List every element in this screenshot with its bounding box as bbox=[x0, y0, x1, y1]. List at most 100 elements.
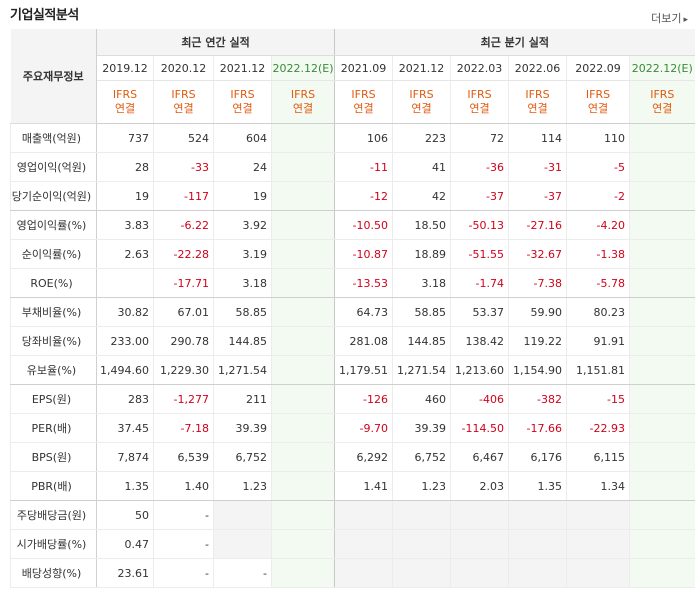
table-cell bbox=[334, 529, 393, 559]
table-cell: -382 bbox=[508, 384, 567, 414]
table-cell bbox=[629, 384, 695, 414]
period-header: 2021.09 bbox=[334, 55, 393, 81]
table-cell: 144.85 bbox=[392, 326, 451, 356]
row-label: BPS(원) bbox=[10, 442, 97, 472]
table-cell: 1,213.60 bbox=[450, 355, 509, 385]
table-cell: -22.93 bbox=[566, 413, 630, 443]
standard-header: IFRS 연결 bbox=[508, 80, 567, 124]
table-cell: 2.03 bbox=[450, 471, 509, 501]
table-cell: 19 bbox=[213, 181, 272, 211]
period-header: 2021.12 bbox=[392, 55, 451, 81]
table-cell: 1,179.51 bbox=[334, 355, 393, 385]
table-cell: -6.22 bbox=[153, 210, 214, 240]
table-cell bbox=[213, 529, 272, 559]
table-cell: 6,752 bbox=[213, 442, 272, 472]
table-cell: 41 bbox=[392, 152, 451, 182]
chevron-right-icon: ▸ bbox=[683, 15, 688, 25]
period-header: 2022.03 bbox=[450, 55, 509, 81]
table-cell bbox=[270, 152, 335, 182]
table-cell: -10.50 bbox=[334, 210, 393, 240]
table-cell bbox=[270, 297, 335, 327]
table-cell bbox=[270, 326, 335, 356]
table-cell: -36 bbox=[450, 152, 509, 182]
more-label: 더보기 bbox=[651, 12, 682, 25]
table-cell: 1.23 bbox=[213, 471, 272, 501]
table-cell: -32.67 bbox=[508, 239, 567, 269]
row-label: ROE(%) bbox=[10, 268, 97, 298]
table-cell bbox=[392, 500, 451, 530]
table-cell bbox=[508, 529, 567, 559]
standard-consolidated: 연결 bbox=[527, 102, 548, 115]
table-cell: 28 bbox=[96, 152, 154, 182]
more-link[interactable]: 더보기 ▸ bbox=[651, 10, 688, 26]
table-cell: 58.85 bbox=[392, 297, 451, 327]
table-cell bbox=[629, 239, 695, 269]
table-row: PER(배) 37.45 -7.18 39.39 -9.70 39.39 -114.50 -1… bbox=[10, 413, 695, 443]
table-cell: 3.19 bbox=[213, 239, 272, 269]
table-cell: -1,277 bbox=[153, 384, 214, 414]
table-row: 순이익률(%) 2.63 -22.28 3.19 -10.87 18.89 -51.55 -3… bbox=[10, 239, 695, 269]
row-label: 주당배당금(원) bbox=[10, 500, 97, 530]
table-cell bbox=[392, 558, 451, 588]
table-cell bbox=[629, 442, 695, 472]
table-cell bbox=[270, 413, 335, 443]
table-cell bbox=[629, 152, 695, 182]
table-cell: -27.16 bbox=[508, 210, 567, 240]
table-cell bbox=[334, 500, 393, 530]
table-cell: -7.38 bbox=[508, 268, 567, 298]
row-label: PER(배) bbox=[10, 413, 97, 443]
standard-ifrs: IFRS bbox=[467, 88, 492, 101]
table-cell: 233.00 bbox=[96, 326, 154, 356]
table-cell: -406 bbox=[450, 384, 509, 414]
row-label: EPS(원) bbox=[10, 384, 97, 414]
standard-ifrs: IFRS bbox=[525, 88, 550, 101]
table-cell bbox=[334, 558, 393, 588]
standard-consolidated: 연결 bbox=[232, 102, 253, 115]
table-cell: 1.23 bbox=[392, 471, 451, 501]
table-row: 영업이익률(%) 3.83 -6.22 3.92 -10.50 18.50 -50.13 -2… bbox=[10, 210, 695, 240]
row-label: 영업이익률(%) bbox=[10, 210, 97, 240]
table-cell bbox=[629, 529, 695, 559]
table-cell: - bbox=[153, 529, 214, 559]
standard-ifrs: IFRS bbox=[290, 88, 316, 101]
table-cell: -37 bbox=[450, 181, 509, 211]
table-cell: -117 bbox=[153, 181, 214, 211]
table-cell: 80.23 bbox=[566, 297, 630, 327]
table-row: 영업이익(억원) 28 -33 24 -11 41 -36 -31 -5 bbox=[10, 152, 695, 182]
table-cell bbox=[450, 558, 509, 588]
standard-header: IFRS 연결 bbox=[213, 80, 272, 124]
table-cell: 223 bbox=[392, 123, 451, 153]
table-cell: 23.61 bbox=[96, 558, 154, 588]
table-cell: 283 bbox=[96, 384, 154, 414]
table-row: BPS(원) 7,874 6,539 6,752 6,292 6,752 6,467 6,17… bbox=[10, 442, 695, 472]
table-cell bbox=[213, 500, 272, 530]
row-label: 당좌비율(%) bbox=[10, 326, 97, 356]
standard-header: IFRS 연결 bbox=[392, 80, 451, 124]
table-cell: -37 bbox=[508, 181, 567, 211]
table-cell: 53.37 bbox=[450, 297, 509, 327]
row-label: PBR(배) bbox=[10, 471, 97, 501]
row-label: 당기순이익(억원) bbox=[10, 181, 97, 211]
table-cell: 281.08 bbox=[334, 326, 393, 356]
table-cell bbox=[566, 500, 630, 530]
table-cell: 460 bbox=[392, 384, 451, 414]
table-cell: 2.63 bbox=[96, 239, 154, 269]
table-cell: 1,494.60 bbox=[96, 355, 154, 385]
table-cell: 144.85 bbox=[213, 326, 272, 356]
table-cell: 6,115 bbox=[566, 442, 630, 472]
table-cell bbox=[629, 413, 695, 443]
table-row: 주당배당금(원) 50- bbox=[10, 500, 695, 530]
table-cell bbox=[566, 529, 630, 559]
table-cell bbox=[450, 529, 509, 559]
standard-header: IFRS 연결 bbox=[96, 80, 154, 124]
table-cell: -5 bbox=[566, 152, 630, 182]
table-row: 배당성향(%) 23.61- - bbox=[10, 558, 695, 588]
table-cell: 106 bbox=[334, 123, 393, 153]
table-cell: 59.90 bbox=[508, 297, 567, 327]
table-cell: -7.18 bbox=[153, 413, 214, 443]
table-cell: 1.41 bbox=[334, 471, 393, 501]
table-cell bbox=[270, 471, 335, 501]
table-cell: -17.66 bbox=[508, 413, 567, 443]
table-cell: 18.50 bbox=[392, 210, 451, 240]
period-header: 2019.12 bbox=[96, 55, 154, 81]
